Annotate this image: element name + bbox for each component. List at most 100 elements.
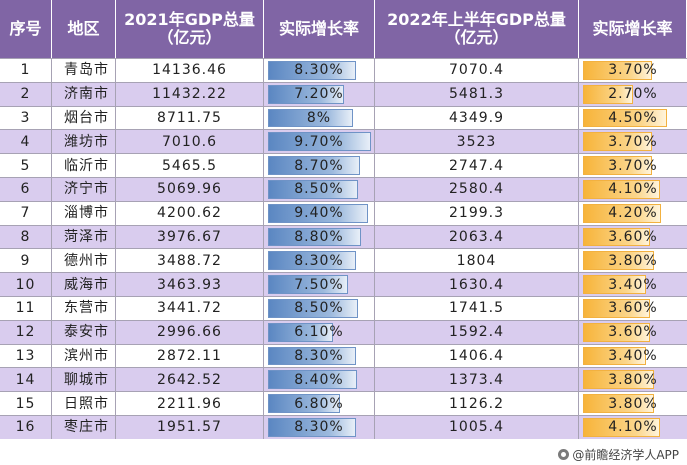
growth-2021-value: 8.30% (294, 347, 344, 364)
growth-2022h1-cell: 4.10% (579, 178, 687, 201)
growth-2022h1-value: 4.10% (608, 419, 658, 436)
growth-2021-value: 7.50% (294, 276, 344, 293)
gdp-2022h1-cell: 1741.5 (375, 297, 579, 320)
growth-2021-cell: 9.70% (264, 130, 375, 154)
rank-cell: 9 (0, 249, 52, 273)
gdp-2021-cell: 3488.72 (116, 249, 264, 273)
table-row: 1 青岛市 14136.46 8.30% 7070.4 3.70% (0, 58, 687, 82)
table-row: 8 菏泽市 3976.67 8.80% 2063.4 3.60% (0, 224, 687, 249)
header-gdp-2021: 2021年GDP总量 （亿元） (116, 0, 264, 58)
growth-2021-cell: 8.30% (264, 59, 375, 82)
gdp-2021-cell: 3441.72 (116, 297, 264, 320)
growth-2022h1-value: 3.70% (608, 157, 658, 174)
growth-2021-cell: 8.70% (264, 154, 375, 177)
region-cell: 菏泽市 (52, 225, 116, 249)
growth-2022h1-value: 3.60% (608, 324, 658, 341)
growth-2022h1-data-bar (583, 418, 660, 437)
growth-2021-data-bar (268, 132, 371, 152)
rank-cell: 14 (0, 368, 52, 392)
gdp-2021-cell: 14136.46 (116, 59, 264, 82)
growth-2021-value: 8.30% (294, 252, 344, 269)
growth-2022h1-cell: 3.70% (579, 59, 687, 82)
table-header-row: 序号 地区 2021年GDP总量 （亿元） 实际增长率 2022年上半年GDP总… (0, 0, 687, 58)
growth-2022h1-data-bar (583, 299, 651, 318)
region-cell: 潍坊市 (52, 130, 116, 154)
growth-2021-value: 9.40% (294, 205, 344, 222)
growth-2021-cell: 8.50% (264, 297, 375, 320)
gdp-2022h1-cell: 1373.4 (375, 368, 579, 392)
region-cell: 淄博市 (52, 201, 116, 225)
rank-cell: 7 (0, 201, 52, 225)
growth-2022h1-cell: 3.60% (579, 226, 687, 249)
growth-2021-data-bar (268, 299, 359, 318)
growth-2021-cell: 7.20% (264, 82, 375, 106)
table-row: 11 东营市 3441.72 8.50% 1741.5 3.60% (0, 296, 687, 320)
growth-2022h1-data-bar (583, 370, 654, 390)
gdp-2021-cell: 8711.75 (116, 106, 264, 130)
growth-2022h1-data-bar (583, 346, 647, 366)
rank-cell: 5 (0, 154, 52, 177)
growth-2021-cell: 7.50% (264, 273, 375, 296)
gdp-2022h1-cell: 2747.4 (375, 154, 579, 177)
growth-2022h1-cell: 3.60% (579, 297, 687, 320)
gdp-2021-cell: 11432.22 (116, 82, 264, 106)
region-cell: 济南市 (52, 82, 116, 106)
region-cell: 滨州市 (52, 344, 116, 368)
rank-cell: 10 (0, 273, 52, 296)
rank-cell: 15 (0, 392, 52, 415)
growth-2021-value: 8% (306, 109, 332, 126)
gdp-2021-cell: 4200.62 (116, 201, 264, 225)
region-cell: 威海市 (52, 273, 116, 296)
gdp-2022h1-cell: 1592.4 (375, 320, 579, 344)
growth-2021-cell: 8.50% (264, 178, 375, 201)
growth-2021-data-bar (268, 180, 359, 199)
gdp-2022h1-cell: 3523 (375, 130, 579, 154)
gdp-table: 序号 地区 2021年GDP总量 （亿元） 实际增长率 2022年上半年GDP总… (0, 0, 687, 439)
table-row: 4 潍坊市 7010.6 9.70% 3523 3.70% (0, 129, 687, 154)
growth-2022h1-value: 3.80% (608, 252, 658, 269)
region-cell: 东营市 (52, 297, 116, 320)
header-growth-2021: 实际增长率 (264, 0, 375, 58)
gdp-2021-cell: 5465.5 (116, 154, 264, 177)
region-cell: 烟台市 (52, 106, 116, 130)
growth-2022h1-value: 3.60% (608, 300, 658, 317)
table-row: 3 烟台市 8711.75 8% 4349.9 4.50% (0, 105, 687, 130)
rank-cell: 16 (0, 416, 52, 439)
gdp-2022h1-cell: 1406.4 (375, 344, 579, 368)
growth-2021-value: 8.70% (294, 157, 344, 174)
growth-2022h1-value: 2.70% (608, 86, 658, 103)
growth-2022h1-value: 3.80% (608, 371, 658, 388)
growth-2022h1-data-bar (583, 322, 651, 342)
gdp-2022h1-cell: 2199.3 (375, 201, 579, 225)
gdp-2022h1-cell: 1005.4 (375, 416, 579, 439)
growth-2022h1-cell: 3.60% (579, 321, 687, 344)
growth-2022h1-data-bar (583, 61, 653, 80)
growth-2021-cell: 9.40% (264, 201, 375, 225)
growth-2021-value: 6.10% (294, 324, 344, 341)
rank-cell: 13 (0, 344, 52, 368)
growth-2022h1-data-bar (583, 180, 660, 199)
rank-cell: 11 (0, 297, 52, 320)
region-cell: 日照市 (52, 392, 116, 415)
table-row: 14 聊城市 2642.52 8.40% 1373.4 3.80% (0, 367, 687, 392)
table-row: 5 临沂市 5465.5 8.70% 2747.4 3.70% (0, 153, 687, 177)
growth-2021-cell: 8.30% (264, 344, 375, 368)
gdp-2022h1-cell: 5481.3 (375, 82, 579, 106)
gdp-2022h1-cell: 1126.2 (375, 392, 579, 415)
region-cell: 聊城市 (52, 368, 116, 392)
growth-2022h1-value: 4.20% (608, 205, 658, 222)
growth-2022h1-cell: 3.70% (579, 154, 687, 177)
growth-2021-cell: 6.10% (264, 320, 375, 344)
growth-2022h1-cell: 2.70% (579, 83, 687, 106)
growth-2022h1-value: 4.10% (608, 181, 658, 198)
table-row: 13 滨州市 2872.11 8.30% 1406.4 3.40% (0, 343, 687, 368)
gdp-2021-cell: 2996.66 (116, 320, 264, 344)
gdp-2021-cell: 5069.96 (116, 178, 264, 201)
region-cell: 青岛市 (52, 59, 116, 82)
header-gdp-2022h1: 2022年上半年GDP总量 （亿元） (375, 0, 579, 58)
gdp-2022h1-cell: 7070.4 (375, 59, 579, 82)
growth-2022h1-data-bar (583, 108, 667, 128)
gdp-2022h1-cell: 1804 (375, 249, 579, 273)
growth-2021-data-bar (268, 108, 353, 128)
growth-2021-cell: 8.30% (264, 416, 375, 439)
